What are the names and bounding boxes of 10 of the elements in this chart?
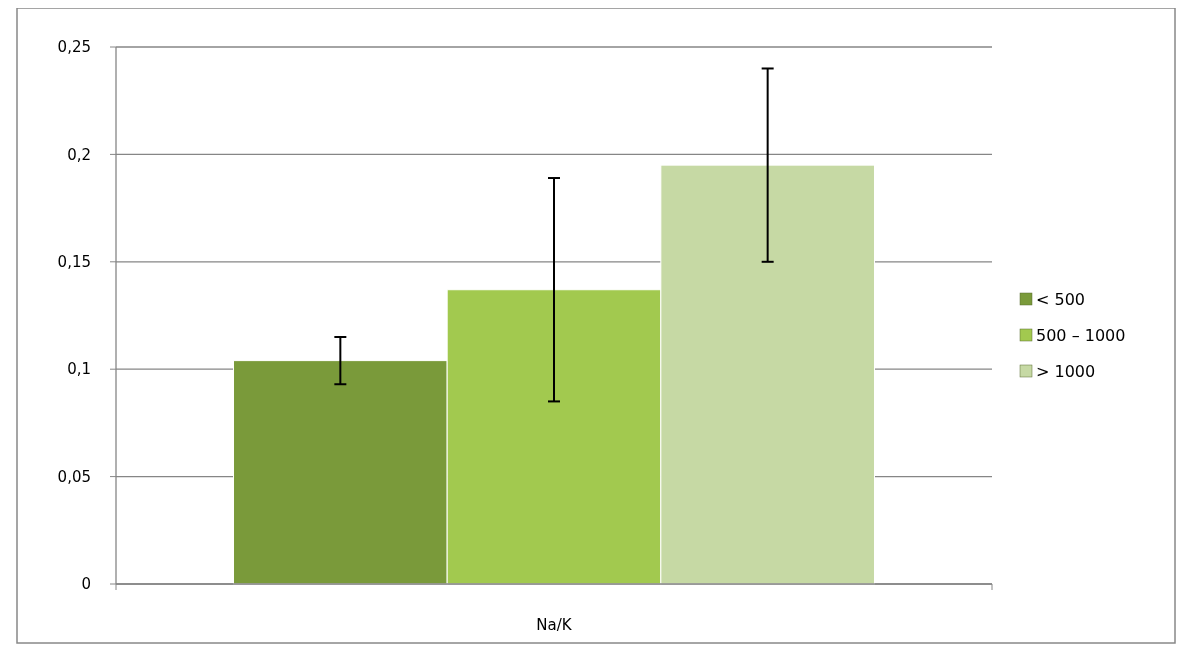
x-tick-label: Na/K — [536, 616, 573, 634]
legend-label: > 1000 — [1036, 361, 1096, 381]
y-tick-label: 0,2 — [67, 145, 91, 164]
y-tick-label: 0,1 — [67, 360, 91, 379]
legend-label: < 500 — [1036, 289, 1086, 309]
legend-label: 500 – 1000 — [1036, 325, 1126, 345]
y-tick-label: 0,05 — [57, 467, 91, 486]
y-tick-label: 0 — [81, 575, 91, 594]
y-tick-label: 0,25 — [57, 38, 91, 57]
y-tick-label: 0,15 — [57, 253, 91, 272]
